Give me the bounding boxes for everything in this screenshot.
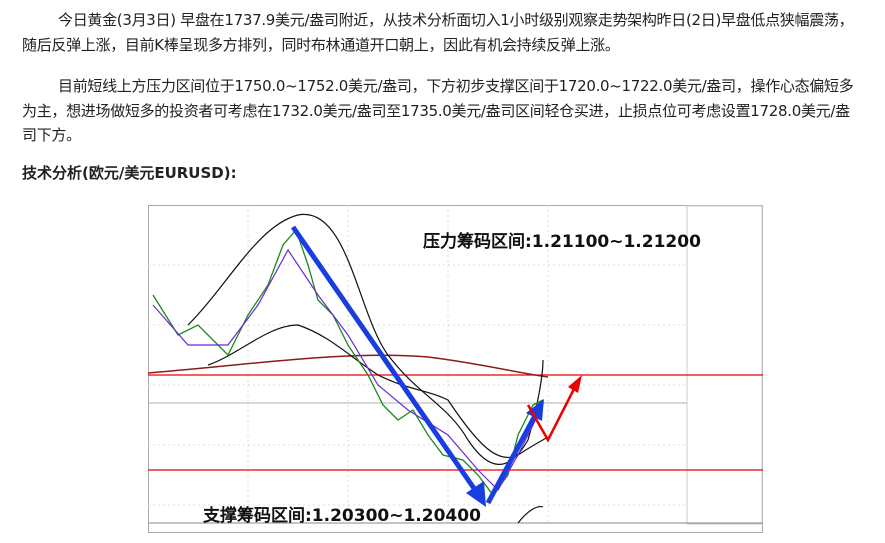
bollinger-upper: [187, 213, 544, 465]
support-label: 支撑筹码区间:1.20300~1.20400: [203, 505, 481, 526]
forecast-arrow: [526, 384, 578, 443]
arrow-head: [568, 375, 582, 393]
arrow-head: [526, 399, 544, 421]
resistance-label: 压力筹码区间:1.21100~1.21200: [423, 231, 701, 252]
image-frame: [148, 205, 763, 533]
bollinger-lower-2: [517, 505, 544, 524]
down-arrow: [290, 225, 483, 499]
price-axis: [686, 205, 763, 525]
section-heading: 技术分析(欧元/美元EURUSD):: [22, 164, 237, 182]
paragraph: 今日黄金(3月3日) 早盘在1737.9美元/盎司附近，从技术分析面切入1小时级…: [22, 11, 854, 54]
up-arrow: [485, 408, 541, 505]
paragraph: 目前短线上方压力区间位于1750.0~1752.0美元/盎司，下方初步支撑区间于…: [22, 77, 854, 144]
arrow-head: [466, 481, 486, 507]
moving-average: [148, 354, 549, 378]
price-path: [152, 228, 544, 497]
chart-image: 压力筹码区间:1.21100~1.21200 支撑筹码区间:1.20300~1.…: [148, 205, 763, 533]
